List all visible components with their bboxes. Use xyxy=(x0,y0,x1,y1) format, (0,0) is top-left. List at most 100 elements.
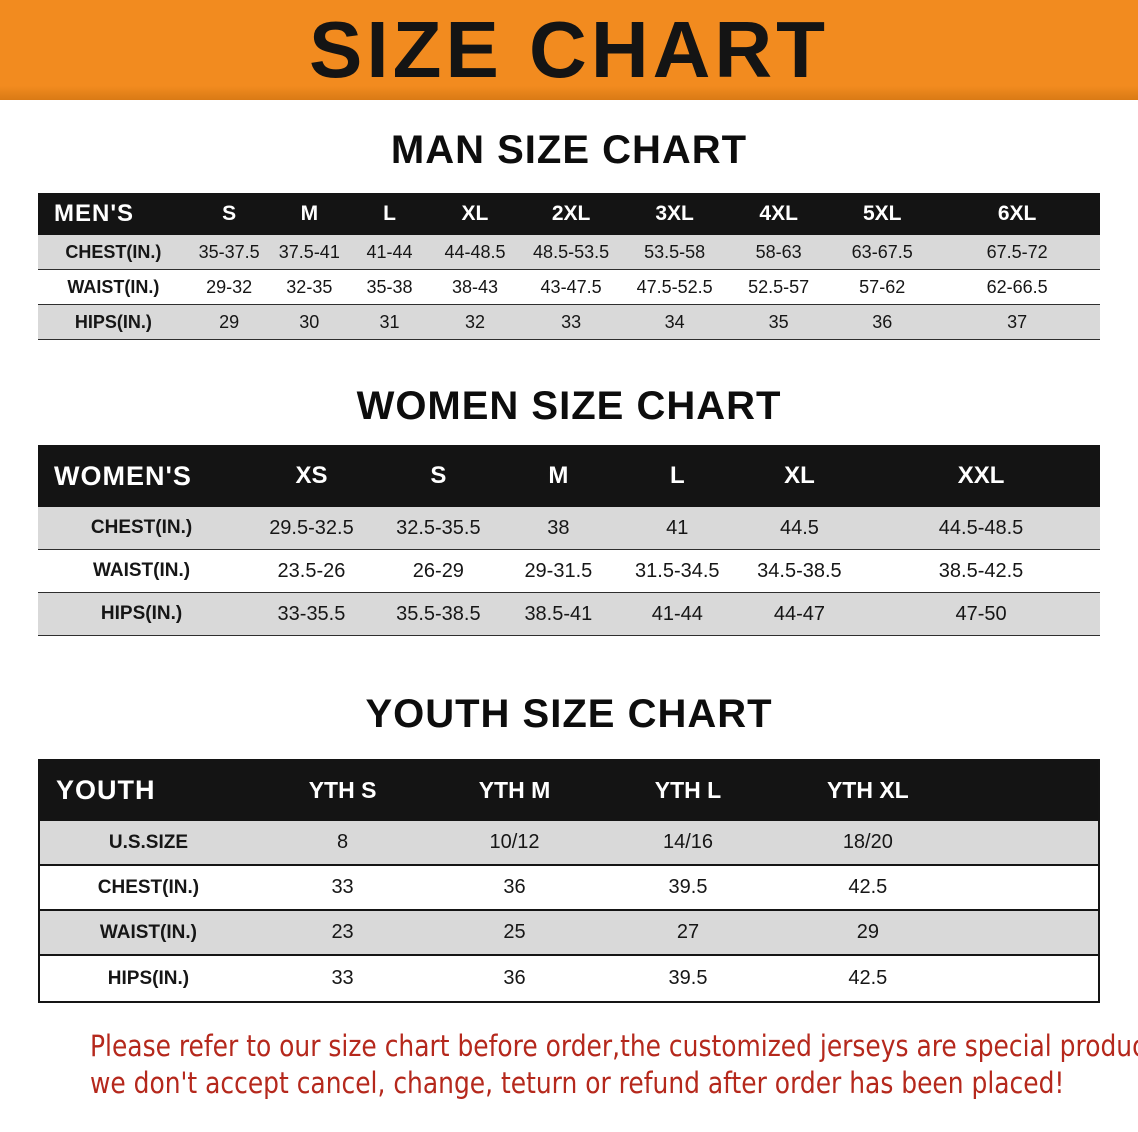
size-value-cell: 23.5-26 xyxy=(277,559,346,582)
order-notice: Please refer to our size chart before or… xyxy=(0,1029,1138,1100)
size-value-cell: 62-66.5 xyxy=(986,276,1048,297)
size-value-cell: 41-44 xyxy=(366,241,413,262)
size-value-cell: 10/12 xyxy=(489,831,540,853)
size-value-cell: 32.5-35.5 xyxy=(396,516,481,539)
size-value-cell: 42.5 xyxy=(848,967,888,989)
size-value-cell: 67.5-72 xyxy=(986,241,1048,262)
size-value-cell: 39.5 xyxy=(668,876,708,898)
size-value-cell: 42.5 xyxy=(848,876,888,898)
size-value-cell: 30 xyxy=(299,311,320,332)
table-row: HIPS(IN.) 33 36 39.5 42.5 xyxy=(40,956,1098,1001)
size-value-cell: 38-43 xyxy=(451,276,498,297)
row-label-cell: CHEST(IN.) xyxy=(97,876,200,898)
size-value-cell: 38.5-42.5 xyxy=(938,559,1024,582)
size-value-cell: 41-44 xyxy=(651,602,703,625)
row-label-cell: CHEST(IN.) xyxy=(65,241,162,262)
size-column-header: XL xyxy=(784,462,815,489)
size-value-cell: 27 xyxy=(676,921,700,943)
table-row: U.S.SIZE 8 10/12 14/16 18/20 xyxy=(40,821,1098,866)
size-value-cell: 44.5 xyxy=(779,516,819,539)
size-value-cell: 33 xyxy=(561,311,582,332)
row-label-cell: WAIST(IN.) xyxy=(67,276,160,297)
youth-size-section: YOUTH SIZE CHART YOUTH YTH S YTH M YTH L YTH… xyxy=(0,692,1138,1003)
table-row: WAIST(IN.) 29-32 32-35 35-38 38-43 43-47.5 47.… xyxy=(38,270,1100,305)
table-row: CHEST(IN.) 29.5-32.5 32.5-35.5 38 41 44.5 44.5… xyxy=(38,507,1100,550)
size-value-cell: 38.5-41 xyxy=(524,602,593,625)
size-value-cell: 26-29 xyxy=(412,559,464,582)
size-value-cell: 31.5-34.5 xyxy=(635,559,720,582)
row-label-cell: HIPS(IN.) xyxy=(107,967,190,989)
notice-line-2: we don't accept cancel, change, teturn o… xyxy=(89,1066,1065,1100)
size-value-cell: 53.5-58 xyxy=(644,241,706,262)
youth-section-heading: YOUTH SIZE CHART xyxy=(365,692,773,736)
size-value-cell: 29-32 xyxy=(206,276,253,297)
size-value-cell: 44-48.5 xyxy=(444,241,506,262)
size-column-header: YTH S xyxy=(308,776,377,803)
size-value-cell: 43-47.5 xyxy=(540,276,602,297)
size-column-header: M xyxy=(548,462,569,489)
row-label-cell: HIPS(IN.) xyxy=(74,311,152,332)
table-header-label: MEN'S xyxy=(54,200,135,227)
size-column-header: XL xyxy=(461,202,489,225)
table-header-row: YOUTH YTH S YTH M YTH L YTH XL xyxy=(40,759,1098,821)
size-value-cell: 29 xyxy=(219,311,240,332)
size-value-cell: 33-35.5 xyxy=(277,602,346,625)
size-value-cell: 34.5-38.5 xyxy=(757,559,842,582)
size-column-header: 3XL xyxy=(655,202,694,225)
table-header-label: WOMEN'S xyxy=(54,460,192,491)
table-header-row: MEN'S S M L XL 2XL 3XL 4XL 5XL 6XL xyxy=(38,193,1100,235)
size-column-header: XXL xyxy=(957,462,1005,489)
size-column-header: S xyxy=(430,462,447,489)
youth-size-table: YOUTH YTH S YTH M YTH L YTH XL U.S.SIZE 8 10/12… xyxy=(38,759,1100,1003)
size-column-header: L xyxy=(383,202,396,225)
size-value-cell: 41 xyxy=(666,516,689,539)
size-column-header: M xyxy=(300,202,319,225)
table-row: CHEST(IN.) 35-37.5 37.5-41 41-44 44-48.5 48.5… xyxy=(38,235,1100,270)
row-label-cell: HIPS(IN.) xyxy=(100,603,183,624)
size-value-cell: 18/20 xyxy=(842,831,893,853)
women-size-table: WOMEN'S XS S M L XL XXL CHEST(IN.) 29.5-32.5 32.5… xyxy=(38,445,1100,636)
size-column-header: 4XL xyxy=(759,202,798,225)
size-value-cell: 29-31.5 xyxy=(524,559,593,582)
table-row: WAIST(IN.) 23 25 27 29 xyxy=(40,911,1098,956)
size-value-cell: 35 xyxy=(768,311,789,332)
men-size-section: MAN SIZE CHART MEN'S S M L XL 2XL 3XL 4XL 5XL 6XL… xyxy=(0,128,1138,340)
size-column-header: 6XL xyxy=(997,202,1037,225)
size-value-cell: 36 xyxy=(503,876,526,898)
men-size-table: MEN'S S M L XL 2XL 3XL 4XL 5XL 6XL CHEST(IN.) 35-37… xyxy=(38,193,1100,340)
size-value-cell: 57-62 xyxy=(859,276,906,297)
size-column-header: YTH L xyxy=(654,776,722,803)
size-value-cell: 25 xyxy=(503,921,526,943)
size-value-cell: 14/16 xyxy=(662,831,714,853)
size-column-header: S xyxy=(222,202,237,225)
size-value-cell: 36 xyxy=(503,967,526,989)
size-column-header: XS xyxy=(295,462,328,489)
size-value-cell: 63-67.5 xyxy=(851,241,913,262)
size-value-cell: 29.5-32.5 xyxy=(269,516,354,539)
size-value-cell: 33 xyxy=(331,967,354,989)
women-size-section: WOMEN SIZE CHART WOMEN'S XS S M L XL XXL CHEST(… xyxy=(0,384,1138,636)
size-value-cell: 44.5-48.5 xyxy=(938,516,1024,539)
size-value-cell: 44-47 xyxy=(773,602,825,625)
women-section-heading: WOMEN SIZE CHART xyxy=(356,384,782,428)
table-row: HIPS(IN.) 29 30 31 32 33 34 35 36 37 xyxy=(38,305,1100,340)
men-section-heading: MAN SIZE CHART xyxy=(390,128,748,172)
row-label-cell: WAIST(IN.) xyxy=(92,560,191,581)
size-value-cell: 47.5-52.5 xyxy=(636,276,713,297)
row-label-cell: U.S.SIZE xyxy=(108,831,189,853)
size-value-cell: 32-35 xyxy=(286,276,333,297)
table-header-row: WOMEN'S XS S M L XL XXL xyxy=(38,445,1100,507)
table-row: CHEST(IN.) 33 36 39.5 42.5 xyxy=(40,866,1098,911)
row-label-cell: CHEST(IN.) xyxy=(90,517,193,538)
size-value-cell: 29 xyxy=(856,921,879,943)
size-value-cell: 35-37.5 xyxy=(198,241,260,262)
size-value-cell: 33 xyxy=(331,876,354,898)
size-column-header: YTH M xyxy=(478,776,551,803)
size-value-cell: 37 xyxy=(1007,311,1028,332)
size-chart-banner: SIZE CHART xyxy=(0,0,1138,100)
size-value-cell: 47-50 xyxy=(955,602,1007,625)
size-value-cell: 37.5-41 xyxy=(278,241,340,262)
table-row: HIPS(IN.) 33-35.5 35.5-38.5 38.5-41 41-44 44-… xyxy=(38,593,1100,636)
size-value-cell: 34 xyxy=(664,311,685,332)
